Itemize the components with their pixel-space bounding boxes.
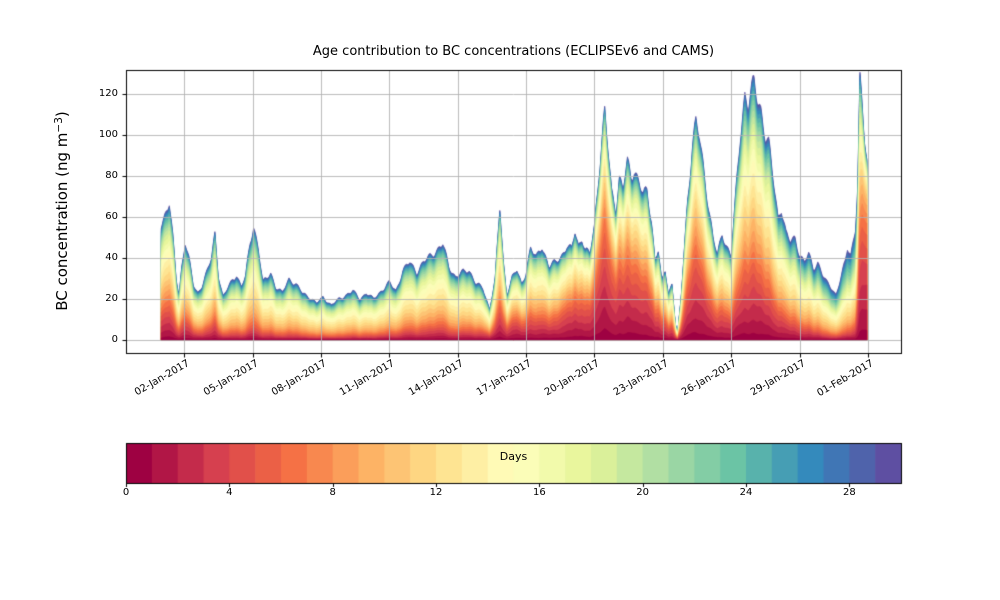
colorbar-tick-label: 8 (329, 487, 336, 498)
y-tick-label: 80 (105, 169, 118, 181)
colorbar-tick-label: 12 (429, 487, 443, 498)
colorbar-tick-label: 24 (739, 487, 753, 498)
y-tick-label: 40 (105, 251, 118, 263)
colorbar-tick-label: 0 (122, 487, 130, 498)
colorbar-label: Days (499, 450, 528, 463)
y-tick-label: 120 (98, 87, 118, 99)
y-tick-label: 0 (111, 333, 118, 345)
y-tick-label: 100 (98, 128, 118, 140)
y-tick-label: 60 (105, 210, 118, 222)
y-tick-label: 20 (105, 292, 118, 304)
y-axis-label-text: BC concentration (ng m (53, 132, 71, 311)
colorbar-tick-label: 20 (636, 487, 650, 498)
colorbar-tick-label: 4 (226, 487, 233, 498)
colorbar-tick-label: 16 (532, 487, 546, 498)
chart-title: Age contribution to BC concentrations (E… (312, 44, 715, 59)
colorbar-tick-label: 28 (842, 487, 856, 498)
